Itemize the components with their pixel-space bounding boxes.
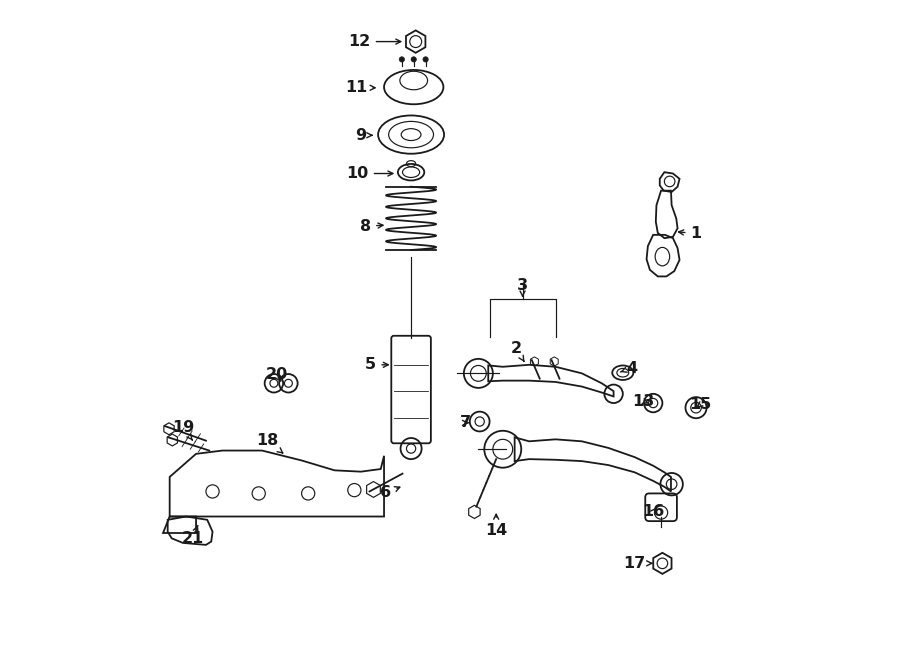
Text: 6: 6 xyxy=(381,485,400,500)
Text: 1: 1 xyxy=(679,226,702,241)
Text: 7: 7 xyxy=(460,415,471,430)
Text: 20: 20 xyxy=(266,368,288,382)
Text: 14: 14 xyxy=(485,514,508,538)
Text: 17: 17 xyxy=(624,556,652,571)
Text: 5: 5 xyxy=(365,358,388,372)
Circle shape xyxy=(411,57,417,62)
Text: 15: 15 xyxy=(689,397,712,412)
Text: 18: 18 xyxy=(256,433,283,453)
Text: 8: 8 xyxy=(360,219,383,234)
Text: 11: 11 xyxy=(346,80,375,95)
Text: 2: 2 xyxy=(510,341,524,361)
Text: 10: 10 xyxy=(346,166,393,181)
Text: 12: 12 xyxy=(348,34,400,49)
Text: 19: 19 xyxy=(172,420,194,440)
Text: 16: 16 xyxy=(642,504,664,520)
Text: 4: 4 xyxy=(620,361,637,375)
Circle shape xyxy=(400,57,404,62)
Text: 21: 21 xyxy=(182,525,204,546)
Circle shape xyxy=(423,57,428,62)
Text: 3: 3 xyxy=(517,278,528,296)
Text: 9: 9 xyxy=(355,128,372,143)
Text: 13: 13 xyxy=(632,393,654,408)
